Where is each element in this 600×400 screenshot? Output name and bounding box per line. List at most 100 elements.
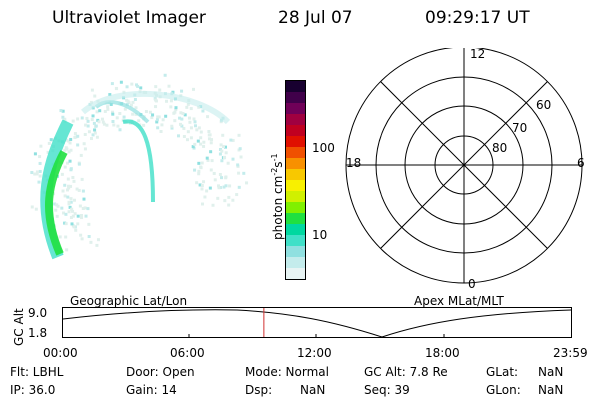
colorbar-segment <box>286 224 305 235</box>
speckle-dot <box>129 103 133 107</box>
speckle-dot <box>193 142 197 146</box>
speckle-dot <box>139 86 143 90</box>
speckle-dot <box>76 222 80 226</box>
speckle-dot <box>154 85 158 89</box>
speckle-dot <box>136 84 140 88</box>
speckle-dot <box>236 163 240 167</box>
speckle-dot <box>218 152 222 156</box>
speckle-dot <box>192 117 196 121</box>
speckle-dot <box>54 208 58 212</box>
speckle-dot <box>203 195 207 199</box>
speckle-dot <box>156 126 160 130</box>
speckle-dot <box>202 140 206 144</box>
speckle-dot <box>179 111 183 115</box>
speckle-dot <box>224 145 228 149</box>
speckle-dot <box>199 166 203 170</box>
speckle-dot <box>237 133 241 137</box>
speckle-dot <box>195 181 199 185</box>
speckle-dot <box>62 211 66 215</box>
speckle-dot <box>64 222 68 226</box>
speckle-dot <box>133 97 137 101</box>
speckle-dot <box>213 178 217 182</box>
speckle-dot <box>137 119 141 123</box>
speckle-dot <box>38 169 42 173</box>
speckle-dot <box>100 117 104 121</box>
speckle-dot <box>223 199 227 203</box>
colorbar-label-sup1: -2 <box>270 167 279 176</box>
speckle-dot <box>220 176 224 180</box>
auroral-oval-top <box>81 90 231 125</box>
timeline-y-top: 9.0 <box>28 306 48 320</box>
speckle-dot <box>178 116 182 120</box>
speckle-dot <box>174 106 178 110</box>
speckle-dot <box>63 183 67 187</box>
speckle-dot <box>221 145 225 149</box>
colorbar-segment <box>286 147 305 158</box>
speckle-dot <box>61 115 65 119</box>
auroral-image <box>30 73 249 260</box>
speckle-dot <box>106 107 110 111</box>
speckle-dot <box>66 161 70 165</box>
speckle-dot <box>55 203 59 207</box>
speckle-dot <box>130 82 134 86</box>
status-glat-value: NaN <box>538 365 564 379</box>
speckle-dot <box>110 82 114 86</box>
speckle-dot <box>231 157 235 161</box>
speckle-dot <box>86 124 90 128</box>
speckle-dot <box>202 180 206 184</box>
colorbar-segment <box>286 114 305 125</box>
speckle-dot <box>193 168 197 172</box>
speckle-dot <box>60 206 64 210</box>
speckle-dot <box>159 130 163 134</box>
timeline-y-bottom: 1.8 <box>28 326 48 340</box>
speckle-dot <box>118 112 122 116</box>
speckle-dot <box>226 161 230 165</box>
colorbar-segment <box>286 213 305 224</box>
speckle-dot <box>171 90 175 94</box>
speckle-dot <box>235 193 239 197</box>
speckle-dot <box>105 123 109 127</box>
speckle-dot <box>218 147 222 151</box>
colorbar-label-unit: photon cm <box>271 175 285 240</box>
observation-time: 09:29:17 UT <box>425 8 530 28</box>
speckle-dot <box>96 238 100 242</box>
speckle-dot <box>35 170 39 174</box>
colorbar-segment <box>286 136 305 147</box>
speckle-dot <box>191 145 195 149</box>
speckle-dot <box>83 147 87 151</box>
speckle-dot <box>200 161 204 165</box>
speckle-dot <box>198 183 202 187</box>
speckle-dot <box>231 138 235 142</box>
polar-lat-80: 80 <box>492 141 508 155</box>
speckle-dot <box>97 120 101 124</box>
speckle-dot <box>134 112 138 116</box>
speckle-dot <box>155 118 159 122</box>
speckle-dot <box>197 126 201 130</box>
speckle-dot <box>38 161 42 165</box>
status-gain: Gain: 14 <box>126 383 177 397</box>
time-tick-1: 06:00 <box>170 346 205 360</box>
speckle-dot <box>73 212 77 216</box>
speckle-dot <box>116 124 120 128</box>
speckle-dot <box>163 73 167 77</box>
speckle-dot <box>157 115 161 119</box>
speckle-dot <box>82 197 86 201</box>
speckle-dot <box>192 87 196 91</box>
speckle-dot <box>197 169 201 173</box>
speckle-dot <box>91 133 95 137</box>
speckle-dot <box>199 136 203 140</box>
speckle-dot <box>63 194 67 198</box>
colorbar-segment <box>286 92 305 103</box>
speckle-dot <box>80 237 84 241</box>
speckle-dot <box>237 171 241 175</box>
speckle-dot <box>216 184 220 188</box>
speckle-dot <box>237 185 241 189</box>
speckle-dot <box>66 184 70 188</box>
speckle-dot <box>210 138 214 142</box>
speckle-dot <box>69 184 73 188</box>
altitude-curve <box>62 309 572 338</box>
speckle-dot <box>53 202 57 206</box>
speckle-dot <box>58 235 62 239</box>
polar-lat-70: 70 <box>512 121 528 135</box>
speckle-dot <box>90 118 94 122</box>
